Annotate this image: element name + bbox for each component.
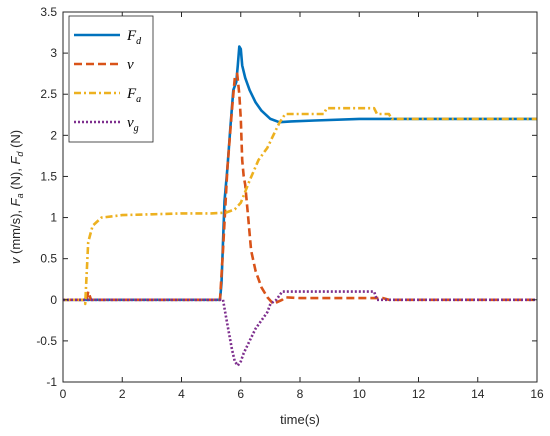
x-tick-label: 12 — [412, 387, 426, 401]
y-tick-label: 2 — [50, 128, 57, 142]
series-layer — [63, 45, 537, 367]
y-tick-label: 3 — [50, 46, 57, 60]
x-tick-label: 10 — [353, 387, 367, 401]
y-tick-label: -1 — [46, 375, 57, 389]
y-tick-label: 1 — [50, 211, 57, 225]
legend-subscript: g — [134, 123, 139, 134]
series-line-3 — [63, 290, 537, 367]
y-label-text: (N) — [8, 130, 23, 152]
y-label-text: (N), — [8, 165, 23, 194]
legend-name: v — [127, 115, 134, 131]
x-tick-label: 4 — [178, 387, 185, 401]
y-label-symbol: F — [8, 156, 23, 165]
y-tick-label: 0 — [50, 293, 57, 307]
y-label-text: (mm/s), — [8, 206, 23, 257]
series-line-2 — [63, 106, 537, 306]
legend-entry-3: vg — [127, 115, 139, 134]
legend-subscript: d — [136, 36, 142, 47]
y-label-symbol: F — [8, 197, 23, 206]
legend-name: F — [126, 28, 137, 44]
x-tick-label: 16 — [530, 387, 544, 401]
y-tick-label: 3.5 — [40, 5, 57, 19]
legend-name: v — [127, 57, 134, 73]
y-tick-label: 0.5 — [40, 252, 57, 266]
x-tick-label: 14 — [471, 387, 485, 401]
y-label-subscript: d — [15, 151, 25, 157]
series-line-1 — [63, 72, 537, 306]
legend-entry-2: Fa — [126, 86, 141, 105]
y-tick-label: 1.5 — [40, 169, 57, 183]
x-tick-label: 6 — [237, 387, 244, 401]
legend-name: F — [126, 86, 137, 102]
y-label-subscript: a — [15, 193, 25, 198]
y-label-symbol: v — [8, 256, 23, 264]
x-tick-label: 2 — [119, 387, 126, 401]
y-axis-label: v (mm/s), Fa (N), Fd (N) — [8, 130, 25, 264]
x-tick-label: 0 — [60, 387, 67, 401]
ticks-layer: 0 2 4 6 8 10 12 14 16 -1 -0.5 0 0.5 1 1.5 2 2.5 3 3.5 — [36, 5, 544, 401]
x-axis-label: time(s) — [280, 412, 320, 427]
x-tick-label: 8 — [297, 387, 304, 401]
legend-subscript: a — [136, 94, 141, 105]
legend-entry-0: Fd — [126, 28, 142, 47]
y-tick-label: -0.5 — [36, 334, 57, 348]
legend-entry-1: v — [127, 57, 134, 73]
y-tick-label: 2.5 — [40, 87, 57, 101]
